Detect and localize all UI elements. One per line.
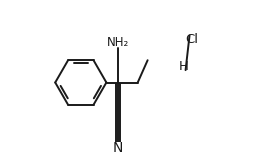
Text: NH₂: NH₂ (107, 36, 129, 49)
Text: N: N (113, 142, 123, 155)
Text: H: H (179, 60, 189, 72)
Text: Cl: Cl (186, 33, 199, 46)
